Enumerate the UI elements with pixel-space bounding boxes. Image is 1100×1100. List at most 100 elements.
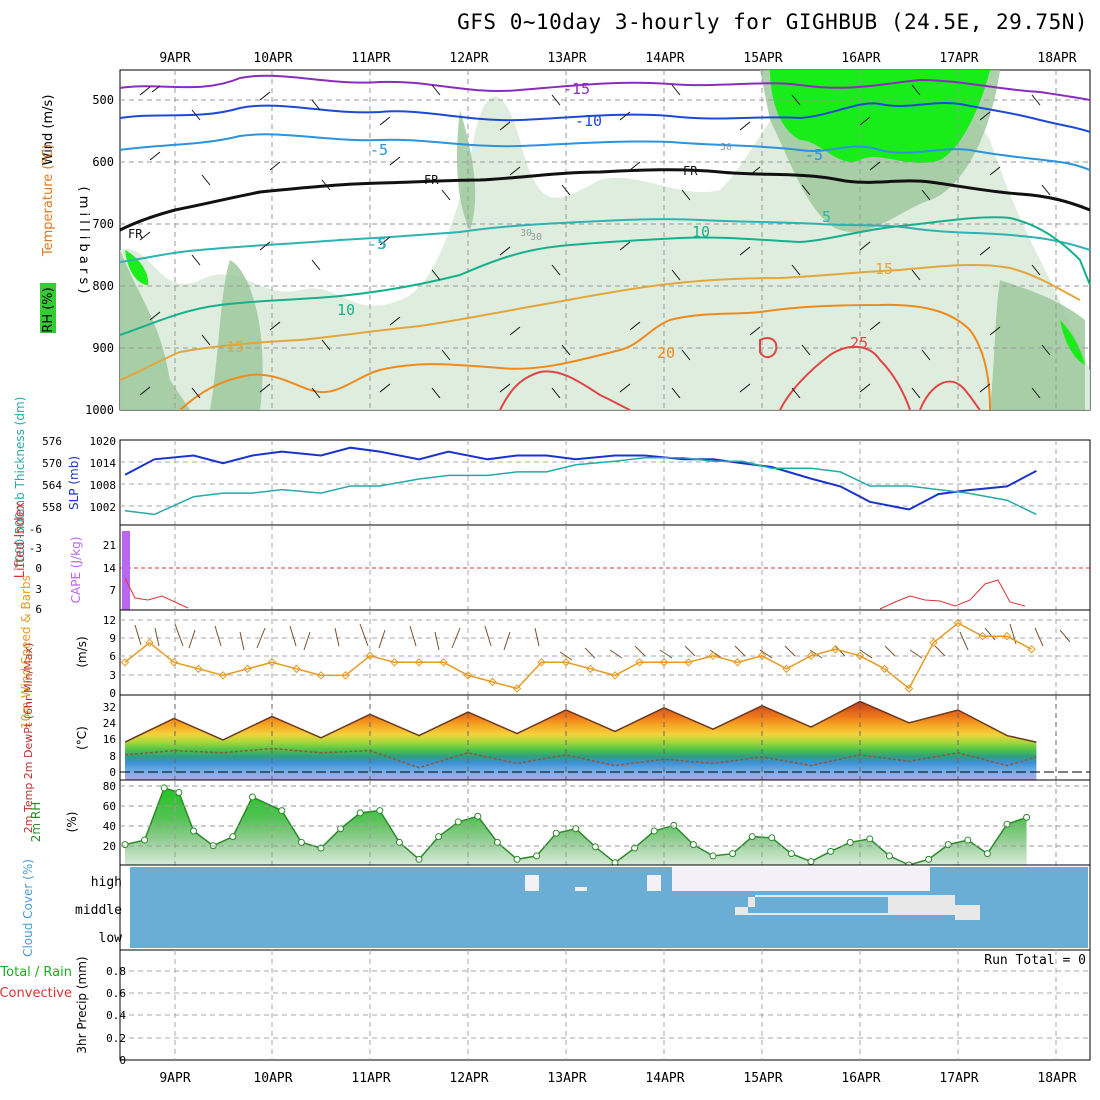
upper-air-panel: -15 -10 -5 -5 FR FR FR -5 5 10 5 15 10 1…	[40, 69, 1091, 417]
wind10-point	[684, 658, 693, 667]
wind10-point	[194, 664, 203, 674]
thickness-line	[124, 456, 1037, 516]
wind10-point	[365, 651, 375, 661]
wind10-point	[953, 618, 963, 628]
cloud-middle-patches	[735, 895, 980, 920]
upper-left-labels: ( m i l l i b a r s ) Wind (m/s) Tempera…	[40, 95, 91, 333]
wind-barbs-upper	[139, 84, 1051, 399]
wind10-point	[537, 658, 546, 667]
top-date-label: 18APR	[1037, 51, 1076, 66]
precip-tick-08: 0.8	[106, 965, 126, 978]
rh2m-point	[278, 807, 286, 815]
wind10-point	[782, 664, 791, 674]
wind10-point	[978, 631, 987, 641]
rh2m-point	[297, 838, 305, 846]
contour-label-5: 5	[822, 208, 831, 226]
rh-tick-20: 20	[103, 840, 116, 853]
wind10-point	[733, 658, 742, 667]
bottom-date-label: 17APR	[939, 1071, 978, 1086]
li-line-late	[879, 579, 1026, 610]
rh2m-point	[572, 825, 580, 833]
cloud-axis-label: Cloud Cover (%)	[21, 859, 35, 957]
wind10-point	[659, 658, 669, 667]
rh2m-point	[827, 847, 835, 855]
contour-10	[119, 216, 1091, 336]
wind10-point	[341, 671, 350, 680]
pressure-ticks: 500 600 700 800 900 1000	[85, 93, 114, 417]
temp2m-panel: 32 24 16 8 0 2m Temp 2m DewPt (6hr Min/M…	[22, 643, 1091, 833]
wind10-point	[292, 664, 301, 674]
wind10-tick-0: 0	[109, 687, 116, 700]
li-tick-6: 6	[35, 603, 42, 616]
rh2m-point	[533, 852, 541, 860]
wind10-point	[561, 658, 571, 667]
bottom-date-axis: 9APR 10APR 11APR 12APR 13APR 14APR 15APR 16APR 1…	[159, 1071, 1076, 1086]
bottom-date-label: 15APR	[743, 1071, 782, 1086]
cloud-high-patches	[525, 867, 930, 891]
slp-panel: 576 570 564 558 1020 1014 1008 1002 1000…	[13, 397, 1091, 569]
rh2m-point	[768, 834, 776, 842]
precip-tick-02: 0.2	[106, 1032, 126, 1045]
wind10-speed-line	[124, 622, 1032, 690]
rh2m-fill	[125, 787, 1027, 865]
pressure-axis-label: ( m i l l i b a r s )	[76, 187, 91, 294]
rh2m-point	[591, 843, 599, 851]
li-tick-0: 0	[35, 562, 42, 575]
rh2m-point	[964, 836, 972, 844]
precip-panel-frame	[119, 949, 1091, 1061]
wind10-point	[120, 658, 130, 667]
rh2m-point	[925, 855, 933, 863]
dewpoint-line	[124, 747, 1037, 769]
wind10-point	[1002, 631, 1012, 641]
slp-right-ticks: 1020 1014 1008 1002	[90, 435, 117, 514]
contour-labels: -15 -10 -5 -5 FR FR FR -5 5 10 5 15 10 1…	[128, 80, 893, 362]
thick-tick-558: 558	[42, 501, 62, 514]
temp-tick-16: 16	[103, 733, 116, 746]
contour-label-fr-c: FR	[128, 227, 143, 241]
rh2m-point	[729, 850, 737, 858]
upper-barb-path	[139, 84, 1051, 399]
contour-label-5b: 5	[378, 235, 387, 253]
rh2m-point	[689, 841, 697, 849]
cape-tick-7: 7	[109, 584, 116, 597]
bottom-date-label: 18APR	[1037, 1071, 1076, 1086]
contour-label-50: 50	[720, 142, 732, 153]
wind10-point	[390, 658, 399, 667]
rh2m-axis-label: 2m RH	[29, 802, 43, 843]
precip-panel: Run Total = 0 0.8 0.6 0.4 0.2 0 Total / …	[0, 949, 1091, 1067]
precip-tick-0: 0	[119, 1054, 126, 1067]
temp2m-units: (°C)	[75, 726, 89, 750]
wind10-point	[586, 664, 595, 674]
rh-tick-60: 60	[103, 800, 116, 813]
contour-label-minus5b: -5	[805, 146, 823, 164]
wind10-point	[316, 671, 326, 680]
cloud-level-high: high	[91, 875, 122, 890]
top-date-label: 16APR	[841, 51, 880, 66]
cape-axis-label: CAPE (J/kg)	[69, 537, 83, 604]
temp-tick-32: 32	[103, 701, 116, 714]
rh2m-point	[650, 827, 658, 835]
contour-minus5	[119, 133, 1091, 171]
contour-label-15b: 15	[226, 338, 244, 356]
slp-tick-1002: 1002	[90, 501, 117, 514]
precip-gridlines	[120, 950, 1090, 1060]
bottom-date-label: 13APR	[547, 1071, 586, 1086]
slp-line	[124, 446, 1037, 511]
contour-label-20: 20	[657, 344, 675, 362]
bottom-date-label: 14APR	[645, 1071, 684, 1086]
contour-freezing	[119, 168, 1091, 232]
rh2m-ticks: 80 60 40 20	[103, 780, 116, 853]
rh2m-point	[1023, 813, 1031, 821]
slp-panel-frame	[119, 439, 1091, 526]
rh2m-point	[229, 833, 237, 841]
cloud-level-low: low	[99, 931, 123, 946]
wind10-point	[831, 644, 840, 654]
contour-label-10a: 10	[692, 223, 710, 241]
precip-ticks: 0.8 0.6 0.4 0.2 0	[106, 965, 126, 1067]
wind10-point	[169, 658, 179, 667]
contour-15	[119, 263, 1081, 381]
cape-left-ticks: -6 -3 0 3 6	[29, 523, 42, 616]
top-date-label: 9APR	[159, 51, 190, 66]
temp-tick-24: 24	[103, 717, 117, 730]
bottom-date-label: 9APR	[159, 1071, 190, 1086]
